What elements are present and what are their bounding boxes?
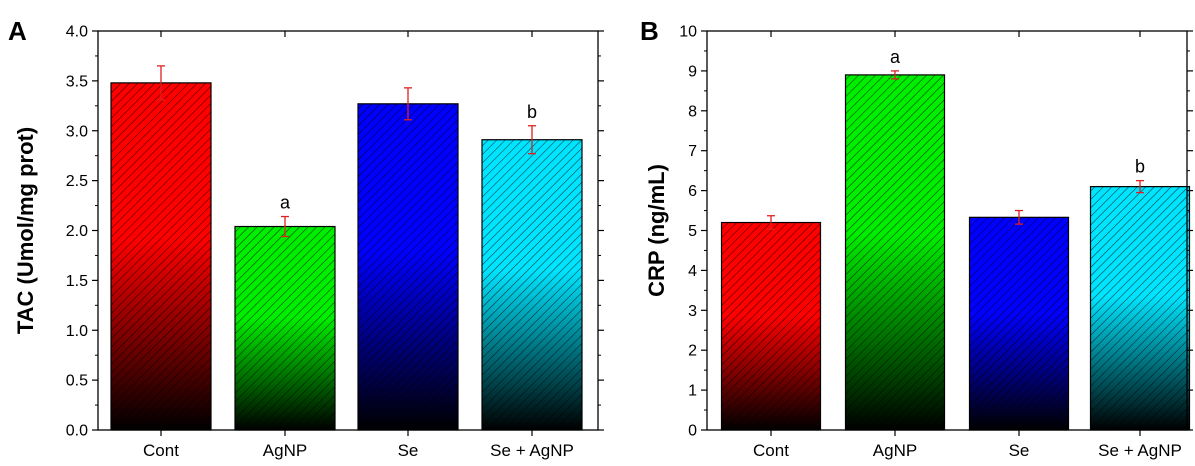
x-tick-label: Se <box>1009 441 1030 460</box>
y-tick-label: 7 <box>688 143 697 160</box>
y-tick-label: 1.0 <box>66 323 88 340</box>
y-tick-label: 3 <box>688 303 697 320</box>
y-tick-label: 0.0 <box>66 423 88 440</box>
error-bar <box>528 125 536 155</box>
y-tick-label: 9 <box>688 63 697 80</box>
x-tick-label: Se + AgNP <box>490 441 574 460</box>
significance-label: a <box>280 193 291 213</box>
bar-hatch <box>110 82 212 431</box>
significance-label: b <box>527 102 537 122</box>
x-tick-label: Cont <box>753 441 789 460</box>
y-tick-label: 0 <box>688 423 697 440</box>
error-bar <box>1015 209 1023 225</box>
bar-hatch <box>720 221 822 431</box>
y-tick-label: 2 <box>688 343 697 360</box>
y-tick-label: 0.5 <box>66 373 88 390</box>
x-tick-label: Se + AgNP <box>1098 441 1182 460</box>
panel-b: B CRP (ng/mL) Cont a AgNP Se b Se + AgNP 0 1 2 3 4 5 6… <box>640 16 1193 460</box>
y-axis-label: CRP (ng/mL) <box>644 164 669 297</box>
y-tick-label: 10 <box>679 24 697 41</box>
y-tick-label: 6 <box>688 183 697 200</box>
panel-a: A TAC (Umol/mg prot) Cont a AgNP Se b Se + AgNP… <box>8 16 604 460</box>
bar-hatch <box>968 216 1070 431</box>
y-tick-label: 2.5 <box>66 173 88 190</box>
y-tick-label: 4.0 <box>66 24 88 41</box>
y-tick-label: 2.0 <box>66 223 88 240</box>
y-tick-label: 4 <box>688 263 697 280</box>
bar-hatch <box>357 103 459 431</box>
error-bar <box>404 87 412 121</box>
x-tick-label: Se <box>398 441 419 460</box>
bar-hatch <box>481 139 583 431</box>
significance-label: b <box>1135 157 1145 177</box>
x-tick-label: AgNP <box>873 441 917 460</box>
error-bar <box>1136 179 1144 194</box>
y-tick-label: 8 <box>688 103 697 120</box>
error-bar <box>281 215 289 238</box>
significance-label: a <box>890 47 901 67</box>
x-tick-label: AgNP <box>263 441 307 460</box>
panel-letter: A <box>8 16 27 46</box>
error-bar <box>891 70 899 80</box>
panel-letter: B <box>640 16 659 46</box>
error-bar <box>767 215 775 230</box>
y-tick-label: 5 <box>688 223 697 240</box>
bar-hatch <box>844 74 946 431</box>
y-axis-label: TAC (Umol/mg prot) <box>13 127 38 334</box>
y-tick-label: 3.0 <box>66 123 88 140</box>
y-tick-label: 1.5 <box>66 273 88 290</box>
bar-hatch <box>1089 186 1191 431</box>
bar-hatch <box>234 225 336 431</box>
error-bar <box>157 65 165 101</box>
y-tick-label: 3.5 <box>66 73 88 90</box>
y-tick-label: 1 <box>688 383 697 400</box>
x-tick-label: Cont <box>143 441 179 460</box>
